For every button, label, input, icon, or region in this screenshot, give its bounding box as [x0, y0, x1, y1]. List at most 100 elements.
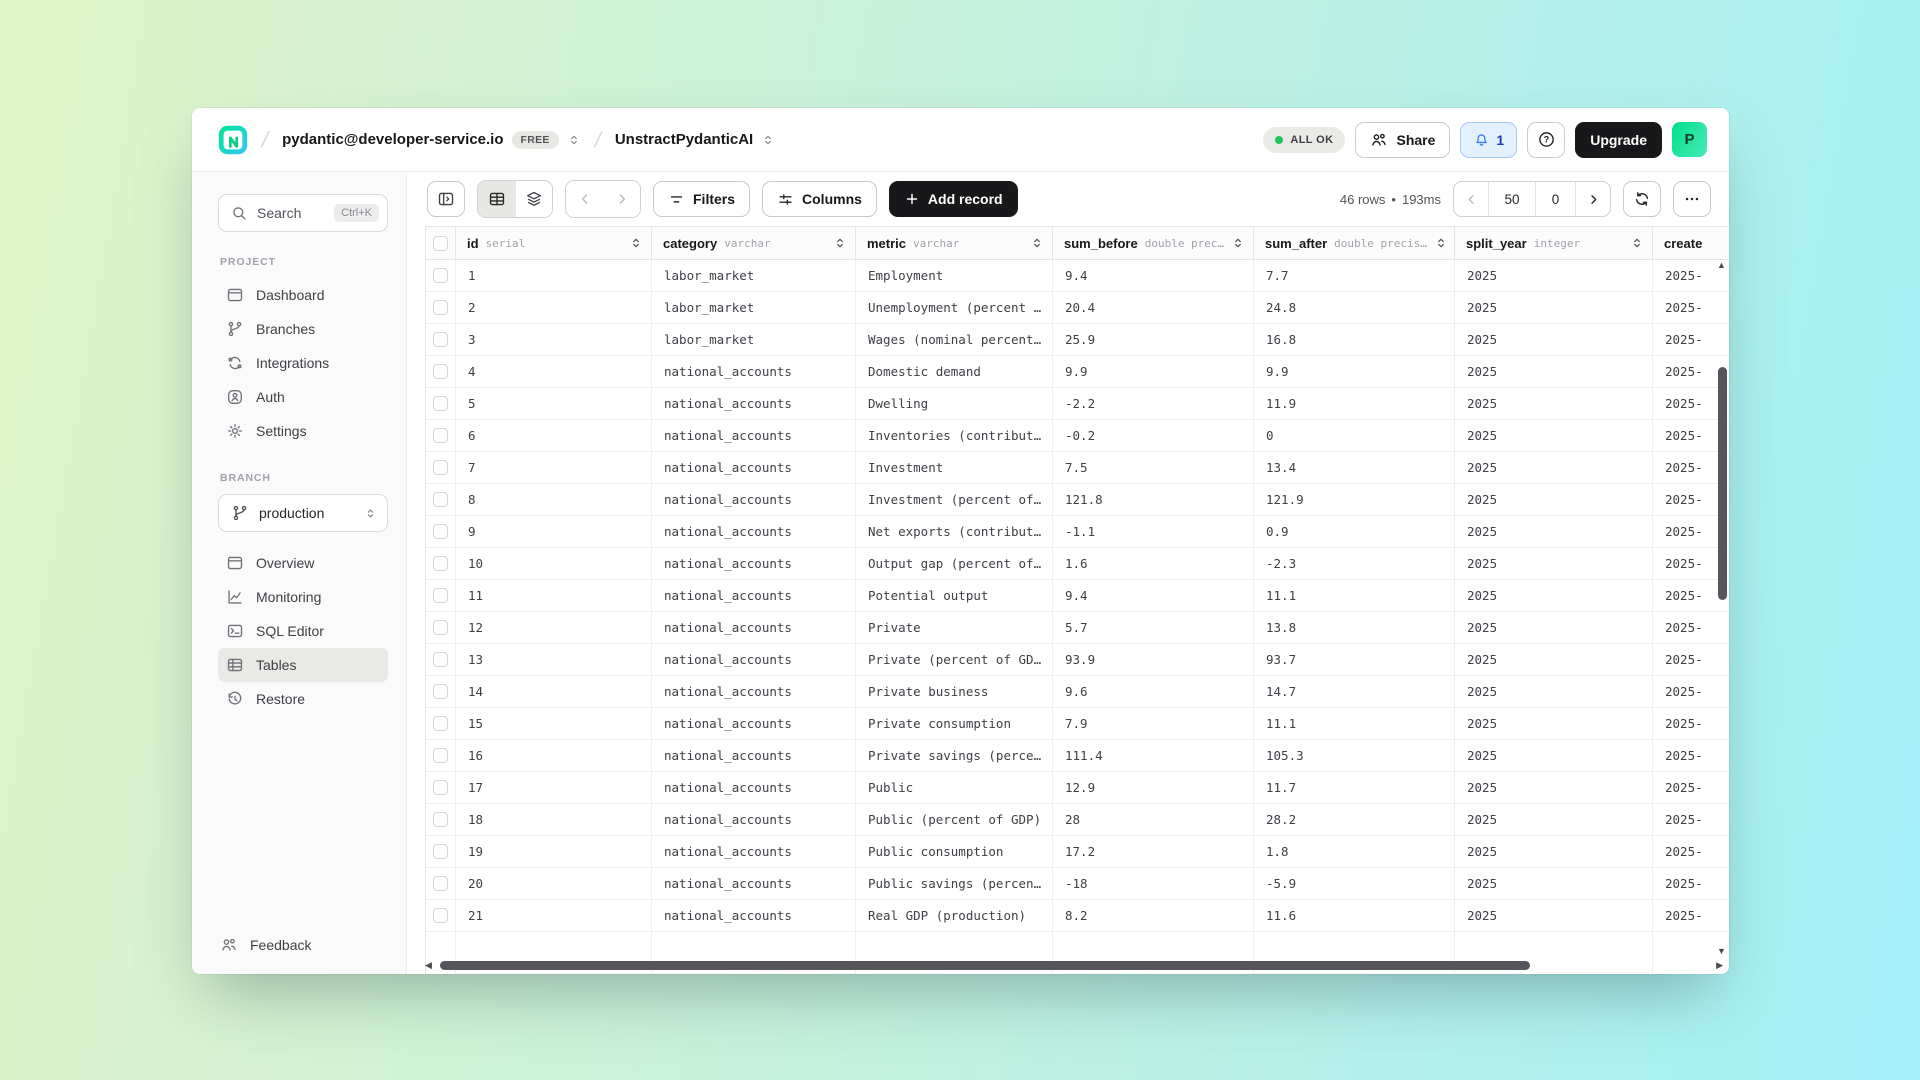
- cell-id[interactable]: 20: [456, 868, 652, 899]
- cell-split_year[interactable]: 2025: [1455, 516, 1653, 547]
- cell-sum_before[interactable]: 9.4: [1053, 260, 1254, 291]
- cell-split_year[interactable]: 2025: [1455, 900, 1653, 931]
- sort-icon[interactable]: [1630, 236, 1644, 250]
- refresh-button[interactable]: [1623, 181, 1661, 217]
- cell-sum_after[interactable]: 14.7: [1254, 676, 1455, 707]
- cell-sum_after[interactable]: 105.3: [1254, 740, 1455, 771]
- cell-metric[interactable]: Private: [856, 612, 1053, 643]
- more-options-button[interactable]: [1673, 181, 1711, 217]
- row-select-cell[interactable]: [426, 868, 456, 899]
- cell-sum_before[interactable]: 28: [1053, 804, 1254, 835]
- cell-sum_before[interactable]: 93.9: [1053, 644, 1254, 675]
- row-checkbox[interactable]: [433, 620, 448, 635]
- row-select-cell[interactable]: [426, 356, 456, 387]
- cell-sum_after[interactable]: 11.9: [1254, 388, 1455, 419]
- cell-created[interactable]: 2025-: [1665, 524, 1703, 539]
- cell-metric[interactable]: Public: [856, 772, 1053, 803]
- chevron-updown-icon[interactable]: [761, 133, 775, 147]
- cell-category[interactable]: national_accounts: [652, 836, 856, 867]
- cell-sum_before[interactable]: 7.5: [1053, 452, 1254, 483]
- avatar[interactable]: P: [1672, 122, 1707, 157]
- project-breadcrumb[interactable]: UnstractPydanticAI: [615, 131, 775, 148]
- select-all-cell[interactable]: [426, 227, 456, 259]
- cell-split_year[interactable]: 2025: [1455, 356, 1653, 387]
- row-select-cell[interactable]: [426, 548, 456, 579]
- cell-sum_after[interactable]: 93.7: [1254, 644, 1455, 675]
- column-header-sum-before[interactable]: sum_before double prec…: [1053, 227, 1254, 259]
- row-select-cell[interactable]: [426, 324, 456, 355]
- scroll-up-arrow[interactable]: ▲: [1717, 260, 1726, 270]
- cell-sum_after[interactable]: 28.2: [1254, 804, 1455, 835]
- sort-icon[interactable]: [833, 236, 847, 250]
- page-offset-field[interactable]: 0: [1536, 182, 1576, 216]
- cell-sum_after[interactable]: 1.8: [1254, 836, 1455, 867]
- row-checkbox[interactable]: [433, 556, 448, 571]
- row-checkbox[interactable]: [433, 908, 448, 923]
- cell-created[interactable]: 2025-: [1665, 876, 1703, 891]
- cell-metric[interactable]: Real GDP (production): [856, 900, 1053, 931]
- cell-metric[interactable]: Private (percent of GD…: [856, 644, 1053, 675]
- cell-id[interactable]: 19: [456, 836, 652, 867]
- cell-category[interactable]: national_accounts: [652, 708, 856, 739]
- sort-icon[interactable]: [629, 236, 643, 250]
- cell-metric[interactable]: Private consumption: [856, 708, 1053, 739]
- cell-split_year[interactable]: 2025: [1455, 260, 1653, 291]
- row-checkbox[interactable]: [433, 332, 448, 347]
- cell-created[interactable]: 2025-: [1665, 748, 1703, 763]
- row-select-cell[interactable]: [426, 804, 456, 835]
- sort-icon[interactable]: [1434, 236, 1448, 250]
- row-select-cell[interactable]: [426, 388, 456, 419]
- cell-created[interactable]: 2025-: [1665, 492, 1703, 507]
- search-input[interactable]: Search Ctrl+K: [218, 194, 388, 232]
- cell-id[interactable]: 6: [456, 420, 652, 451]
- chevron-updown-icon[interactable]: [567, 133, 581, 147]
- sidebar-item-dashboard[interactable]: Dashboard: [218, 278, 388, 312]
- cell-created[interactable]: 2025-: [1665, 364, 1703, 379]
- column-header-created[interactable]: create: [1664, 235, 1703, 251]
- row-checkbox[interactable]: [433, 588, 448, 603]
- cell-id[interactable]: 8: [456, 484, 652, 515]
- cell-sum_before[interactable]: 1.6: [1053, 548, 1254, 579]
- row-select-cell[interactable]: [426, 452, 456, 483]
- back-button[interactable]: [566, 181, 603, 217]
- scroll-right-arrow[interactable]: ▶: [1716, 960, 1723, 970]
- row-checkbox[interactable]: [433, 780, 448, 795]
- cell-id[interactable]: 9: [456, 516, 652, 547]
- column-header-metric[interactable]: metric varchar: [856, 227, 1053, 259]
- row-checkbox[interactable]: [433, 460, 448, 475]
- cell-created[interactable]: 2025-: [1665, 556, 1703, 571]
- horizontal-scrollbar[interactable]: ◀ ▶: [425, 960, 1723, 971]
- row-checkbox[interactable]: [433, 396, 448, 411]
- cell-category[interactable]: national_accounts: [652, 452, 856, 483]
- cell-created[interactable]: 2025-: [1665, 268, 1703, 283]
- cell-id[interactable]: 10: [456, 548, 652, 579]
- cell-category[interactable]: labor_market: [652, 292, 856, 323]
- row-select-cell[interactable]: [426, 484, 456, 515]
- cell-sum_before[interactable]: 25.9: [1053, 324, 1254, 355]
- row-select-cell[interactable]: [426, 292, 456, 323]
- cell-metric[interactable]: Public (percent of GDP): [856, 804, 1053, 835]
- cell-metric[interactable]: Output gap (percent of…: [856, 548, 1053, 579]
- row-checkbox[interactable]: [433, 364, 448, 379]
- cell-id[interactable]: 7: [456, 452, 652, 483]
- cell-metric[interactable]: Investment: [856, 452, 1053, 483]
- cell-category[interactable]: national_accounts: [652, 676, 856, 707]
- cell-split_year[interactable]: 2025: [1455, 612, 1653, 643]
- cell-sum_after[interactable]: 13.8: [1254, 612, 1455, 643]
- prev-page-button[interactable]: [1454, 182, 1488, 216]
- cell-created[interactable]: 2025-: [1665, 428, 1703, 443]
- sidebar-item-tables[interactable]: Tables: [218, 648, 388, 682]
- cell-sum_after[interactable]: 9.9: [1254, 356, 1455, 387]
- row-select-cell[interactable]: [426, 836, 456, 867]
- row-select-cell[interactable]: [426, 644, 456, 675]
- cell-id[interactable]: 14: [456, 676, 652, 707]
- cell-split_year[interactable]: 2025: [1455, 292, 1653, 323]
- cell-category[interactable]: national_accounts: [652, 868, 856, 899]
- cell-category[interactable]: national_accounts: [652, 900, 856, 931]
- cell-category[interactable]: national_accounts: [652, 740, 856, 771]
- cell-split_year[interactable]: 2025: [1455, 388, 1653, 419]
- cell-category[interactable]: national_accounts: [652, 612, 856, 643]
- org-breadcrumb[interactable]: pydantic@developer-service.io FREE: [282, 130, 581, 149]
- sidebar-item-branches[interactable]: Branches: [218, 312, 388, 346]
- select-all-checkbox[interactable]: [433, 235, 448, 251]
